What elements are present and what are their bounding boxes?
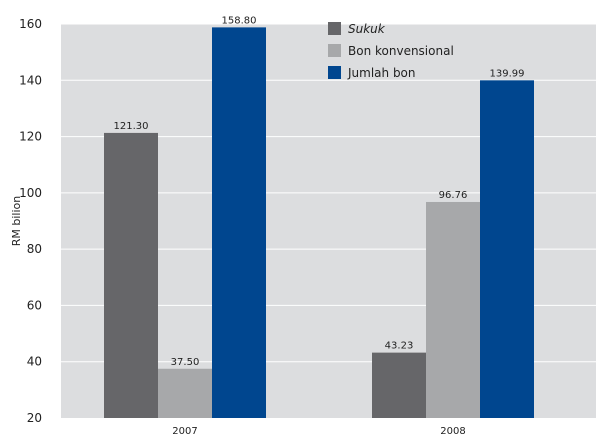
data-label: 139.99 — [490, 68, 525, 79]
y-tick-label: 80 — [27, 242, 42, 256]
y-tick-label: 20 — [27, 411, 42, 425]
y-tick-label: 60 — [27, 298, 42, 312]
y-tick-label: 40 — [27, 355, 42, 369]
x-axis-ticks: 2007 2008 — [172, 426, 465, 437]
data-label: 43.23 — [385, 341, 414, 352]
y-axis-label: RM bilion — [10, 196, 23, 247]
x-tick-label: 2007 — [172, 426, 197, 437]
legend-swatch — [328, 66, 341, 79]
x-tick-label: 2008 — [440, 426, 465, 437]
data-labels: 121.30 37.50 158.80 43.23 96.76 139.99 — [114, 15, 525, 367]
bars — [104, 27, 534, 419]
bar — [480, 80, 534, 419]
y-tick-label: 140 — [19, 73, 42, 87]
bar — [158, 368, 212, 418]
data-label: 121.30 — [114, 121, 149, 132]
y-tick-label: 120 — [19, 130, 42, 144]
data-label: 158.80 — [222, 15, 257, 26]
y-tick-label: 100 — [19, 186, 42, 200]
y-tick-label: 160 — [19, 17, 42, 31]
legend-label: Sukuk — [348, 22, 386, 36]
bar — [372, 352, 426, 418]
legend: Sukuk Bon konvensional Jumlah bon — [328, 22, 454, 80]
bar — [212, 27, 266, 419]
y-axis-ticks: 20 40 60 80 100 120 140 160 — [19, 17, 42, 425]
data-label: 96.76 — [439, 190, 468, 201]
legend-label: Jumlah bon — [347, 66, 416, 80]
bar — [426, 201, 480, 418]
bar — [104, 132, 158, 419]
legend-label: Bon konvensional — [348, 44, 454, 58]
data-label: 37.50 — [171, 357, 200, 368]
legend-swatch — [328, 22, 341, 35]
legend-swatch — [328, 44, 341, 57]
